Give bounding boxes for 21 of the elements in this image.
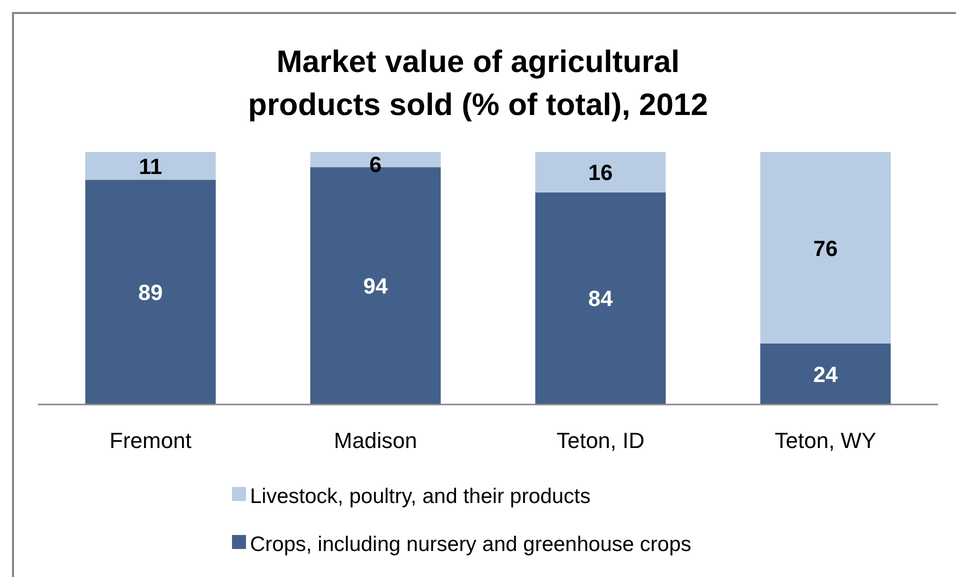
legend-label: Livestock, poultry, and their products: [250, 485, 590, 508]
data-label: 24: [813, 362, 838, 387]
data-label: 84: [588, 286, 614, 312]
x-tick-label: Teton, ID: [556, 428, 645, 453]
data-label: 11: [138, 154, 162, 179]
x-tick-label: Fremont: [110, 428, 192, 453]
bar: [535, 152, 666, 192]
x-tick-label: Teton, WY: [774, 428, 877, 453]
chart-title: Market value of agricultural products sold (% of total), 2012: [248, 44, 708, 122]
data-label: 76: [813, 236, 838, 261]
data-label: 16: [588, 160, 613, 186]
bar: [760, 152, 891, 344]
data-label: 94: [363, 274, 388, 299]
data-label: 89: [138, 280, 163, 305]
bar: [760, 344, 891, 404]
bar: [85, 152, 216, 180]
bar: [85, 180, 216, 404]
legend-label: Crops, including nursery and greenhouse crops: [250, 533, 692, 556]
data-label: 6: [369, 152, 382, 177]
bar: [535, 192, 666, 404]
x-tick-label: Madison: [334, 428, 418, 453]
